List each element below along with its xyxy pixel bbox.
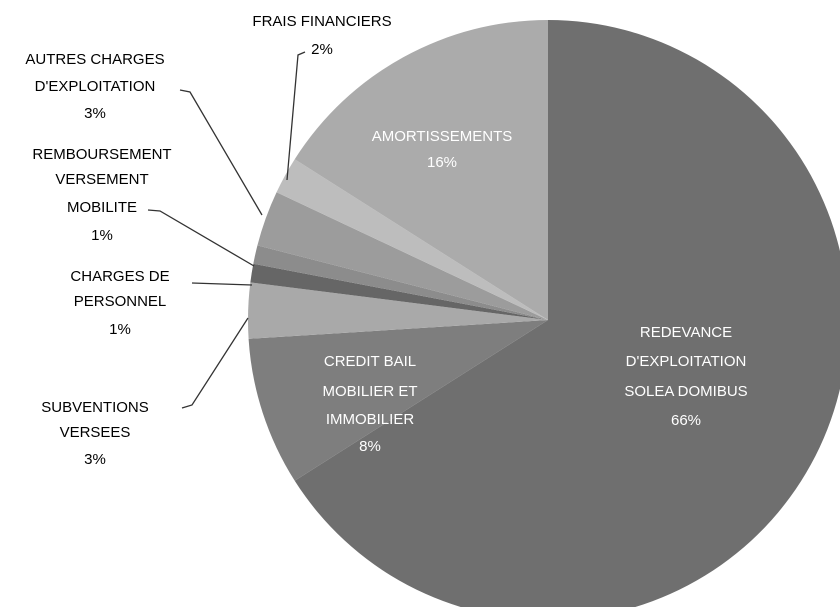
leader-line [181, 317, 249, 409]
slice-percent: 1% [91, 227, 113, 244]
pie-slice [294, 19, 548, 320]
slice-label: VERSEES [60, 424, 131, 441]
slice-label: VERSEMENT [55, 171, 148, 188]
leader-line [191, 282, 253, 286]
slice-label: AUTRES CHARGES [25, 51, 164, 68]
slice-label: SOLEA DOMIBUS [624, 383, 747, 400]
leader-line [286, 51, 306, 181]
pie-slice [276, 159, 548, 320]
pie-slice [257, 192, 548, 320]
slice-label: PERSONNEL [74, 293, 167, 310]
slice-percent: 1% [109, 321, 131, 338]
slice-label: MOBILIER ET [322, 383, 417, 400]
slice-label: FRAIS FINANCIERS [252, 13, 391, 30]
pie-slice [248, 282, 549, 339]
pie-slice [294, 20, 840, 607]
slice-label: REMBOURSEMENT [32, 146, 171, 163]
pie-slice [253, 245, 548, 320]
slice-label: D'EXPLOITATION [35, 78, 156, 95]
slice-label: REDEVANCE [640, 324, 732, 341]
slice-label: D'EXPLOITATION [626, 353, 747, 370]
pie-slice [248, 320, 548, 481]
leader-line [179, 89, 263, 216]
slice-label: MOBILITE [67, 199, 137, 216]
slice-label: CREDIT BAIL [324, 353, 416, 370]
slice-percent: 66% [671, 412, 701, 429]
slice-percent: 3% [84, 105, 106, 122]
slice-percent: 3% [84, 451, 106, 468]
slice-label: AMORTISSEMENTS [372, 128, 513, 145]
slice-label: CHARGES DE [70, 268, 169, 285]
pie-slice [250, 263, 548, 320]
slice-percent: 16% [427, 154, 457, 171]
slice-label: SUBVENTIONS [41, 399, 149, 416]
slice-percent: 2% [311, 41, 333, 58]
slice-label: IMMOBILIER [326, 411, 415, 428]
leader-line [147, 209, 255, 267]
slice-percent: 8% [359, 438, 381, 455]
